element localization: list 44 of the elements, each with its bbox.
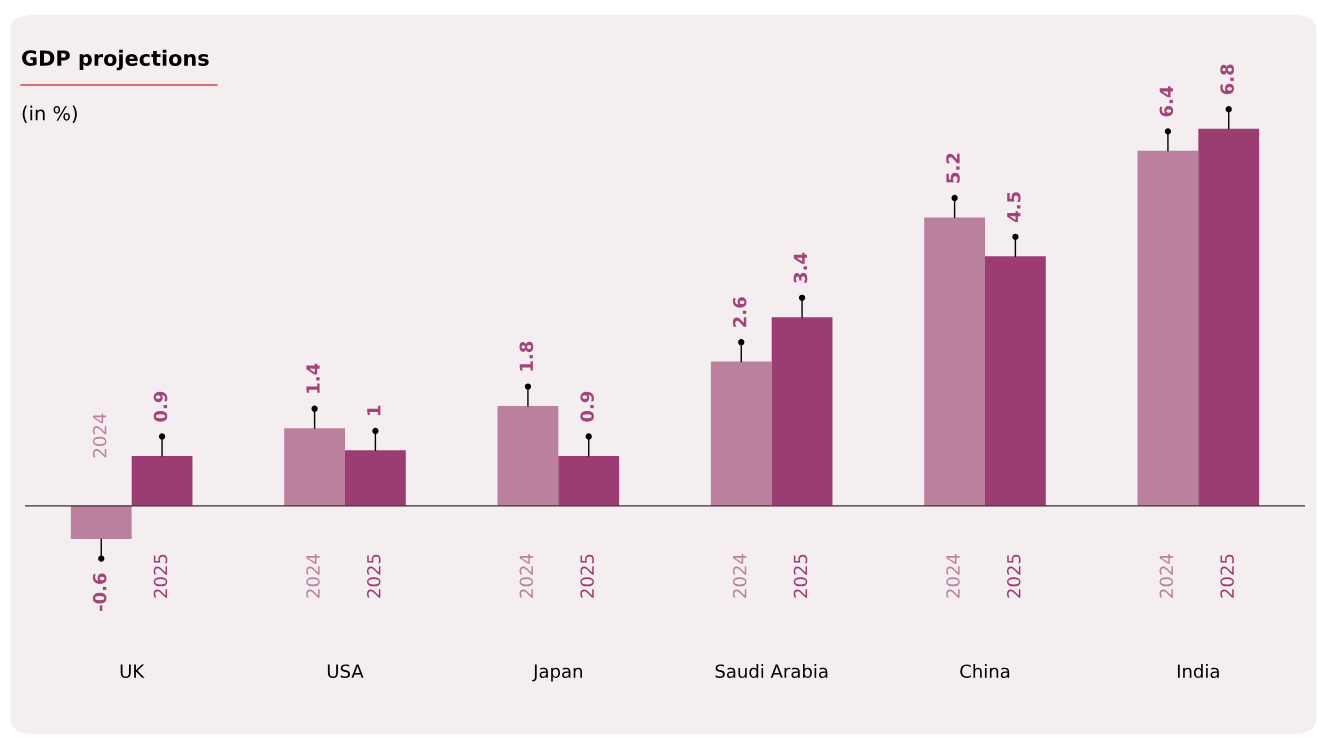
data-label: -0.6 (92, 573, 107, 611)
data-label: 1.4 (306, 363, 320, 393)
text: 2024 (1159, 554, 1174, 598)
x-tick-label: USA (327, 664, 364, 679)
data-label: 3.4 (793, 252, 808, 283)
text: 2025 (153, 554, 168, 598)
text: 2025 (580, 554, 594, 598)
text: 2024 (946, 554, 960, 598)
x-tick-label: Saudi Arabia (715, 664, 828, 679)
bar (497, 405, 559, 506)
text: 2024 (92, 413, 107, 458)
text: 2025 (366, 554, 381, 598)
text: 2025 (1220, 554, 1234, 598)
chart-title: GDP projections (22, 49, 209, 71)
x-tick-label: Japan (532, 664, 582, 682)
x-tick-label: India (1177, 664, 1219, 679)
bar (284, 428, 345, 506)
data-label: 6.4 (1159, 86, 1174, 117)
text: 2025 (793, 554, 808, 598)
text: 2024 (306, 554, 320, 598)
bar (771, 317, 833, 506)
data-label: 1.8 (519, 341, 534, 371)
data-label: 1 (367, 405, 381, 415)
data-label: 0.9 (153, 391, 168, 422)
bar (924, 217, 985, 506)
data-label: 2.6 (732, 297, 747, 327)
text: 2024 (732, 554, 747, 598)
bar (558, 455, 620, 506)
text: 2024 (519, 554, 534, 598)
data-label: 0.9 (580, 391, 594, 422)
text: 2025 (1006, 554, 1021, 598)
bar (131, 455, 193, 506)
bar (1198, 128, 1260, 506)
data-label: 4.5 (1007, 192, 1021, 223)
data-label: 5.2 (946, 153, 960, 183)
bar (985, 256, 1046, 506)
data-label: 6.8 (1220, 64, 1234, 95)
chart-subtitle: (in %) (22, 105, 77, 123)
bar (1137, 150, 1199, 506)
x-tick-label: UK (120, 664, 145, 679)
bar (345, 450, 406, 506)
x-tick-label: China (960, 664, 1010, 679)
bar (70, 505, 132, 540)
bar (710, 361, 772, 506)
